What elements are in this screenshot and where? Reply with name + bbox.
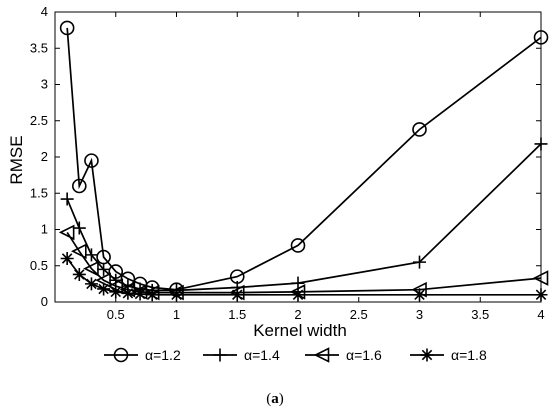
- series-1: [59, 20, 549, 297]
- data-point-asterisk: [84, 277, 98, 291]
- data-point-triangle-left: [532, 270, 549, 286]
- series-3: [58, 224, 549, 301]
- legend-label: α=1.6: [346, 347, 382, 363]
- y-tick-label: 3.5: [30, 40, 48, 55]
- data-point-circle: [533, 30, 549, 45]
- data-point-asterisk: [121, 286, 135, 300]
- x-tick-label: 0.5: [107, 307, 125, 322]
- data-point-circle: [84, 153, 99, 168]
- y-tick-label: 2.5: [30, 113, 48, 128]
- series-line: [66, 27, 542, 291]
- series-4: [60, 252, 548, 302]
- data-point-circle: [72, 178, 87, 194]
- data-point-plus: [97, 262, 111, 276]
- series-line: [66, 143, 542, 292]
- data-point-asterisk: [170, 288, 183, 302]
- data-point-plus: [84, 248, 98, 262]
- x-tick-label: 1: [173, 307, 180, 322]
- data-point-triangle-left: [58, 224, 75, 241]
- series-layer: [58, 20, 549, 302]
- data-point-asterisk: [109, 285, 123, 299]
- series-2: [60, 137, 548, 297]
- data-point-asterisk: [413, 288, 426, 302]
- data-point-plus: [291, 276, 305, 290]
- data-point-triangle-left: [71, 243, 87, 260]
- data-point-plus: [60, 192, 74, 206]
- x-tick-label: 2: [294, 307, 301, 322]
- legend-label: α=1.8: [451, 347, 487, 363]
- x-tick-label: 4: [537, 307, 544, 322]
- plot-frame: [54, 11, 542, 303]
- x-tick-label: 1.5: [228, 307, 246, 322]
- data-point-asterisk: [72, 267, 86, 281]
- legend-item: α=1.4: [203, 347, 280, 363]
- y-tick-label: 0.5: [30, 258, 48, 273]
- data-point-asterisk: [60, 252, 74, 265]
- data-point-asterisk: [133, 287, 147, 301]
- x-tick-label: 3.5: [471, 307, 489, 322]
- x-axis-label: Kernel width: [253, 321, 347, 340]
- figure-caption: (a): [266, 391, 284, 407]
- legend: α=1.2 α=1.4 α=1.6 α=1.8: [104, 347, 487, 363]
- data-point-asterisk: [534, 288, 548, 302]
- caption-close: ): [279, 391, 284, 407]
- y-axis-ticks: 0 0.5 1 1.5 2 2.5 3 3.5 4: [30, 4, 541, 309]
- data-point-asterisk: [420, 348, 434, 362]
- data-point-triangle-left: [313, 347, 330, 363]
- data-point-triangle-left: [83, 260, 99, 277]
- x-tick-label: 3: [416, 307, 423, 322]
- y-tick-label: 1.5: [30, 185, 48, 200]
- data-point-asterisk: [145, 288, 159, 302]
- legend-item: α=1.2: [104, 347, 181, 363]
- data-point-plus: [413, 255, 426, 269]
- data-point-plus: [72, 221, 86, 235]
- data-point-circle: [113, 347, 129, 363]
- caption-open: (: [266, 391, 271, 407]
- y-tick-label: 1: [41, 222, 48, 237]
- y-tick-label: 3: [41, 77, 48, 92]
- data-point-plus: [213, 348, 227, 362]
- data-point-circle: [290, 238, 306, 253]
- legend-item: α=1.6: [305, 347, 382, 363]
- y-tick-label: 0: [41, 294, 48, 309]
- data-point-plus: [534, 137, 548, 151]
- data-point-asterisk: [291, 288, 305, 302]
- caption-label: a: [271, 391, 279, 407]
- legend-label: α=1.4: [244, 347, 280, 363]
- data-point-asterisk: [230, 288, 244, 302]
- y-tick-label: 2: [41, 149, 48, 164]
- plot-area: [54, 11, 542, 303]
- x-tick-label: 2.5: [350, 307, 368, 322]
- y-tick-label: 4: [41, 4, 48, 19]
- data-point-circle: [59, 20, 75, 36]
- data-point-asterisk: [97, 282, 111, 296]
- legend-label: α=1.2: [145, 347, 181, 363]
- data-point-circle: [412, 122, 427, 137]
- y-axis-label: RMSE: [7, 135, 26, 184]
- x-axis-ticks: 0.5 1 1.5 2 2.5 3 3.5 4: [107, 12, 545, 322]
- legend-item: α=1.8: [410, 347, 487, 363]
